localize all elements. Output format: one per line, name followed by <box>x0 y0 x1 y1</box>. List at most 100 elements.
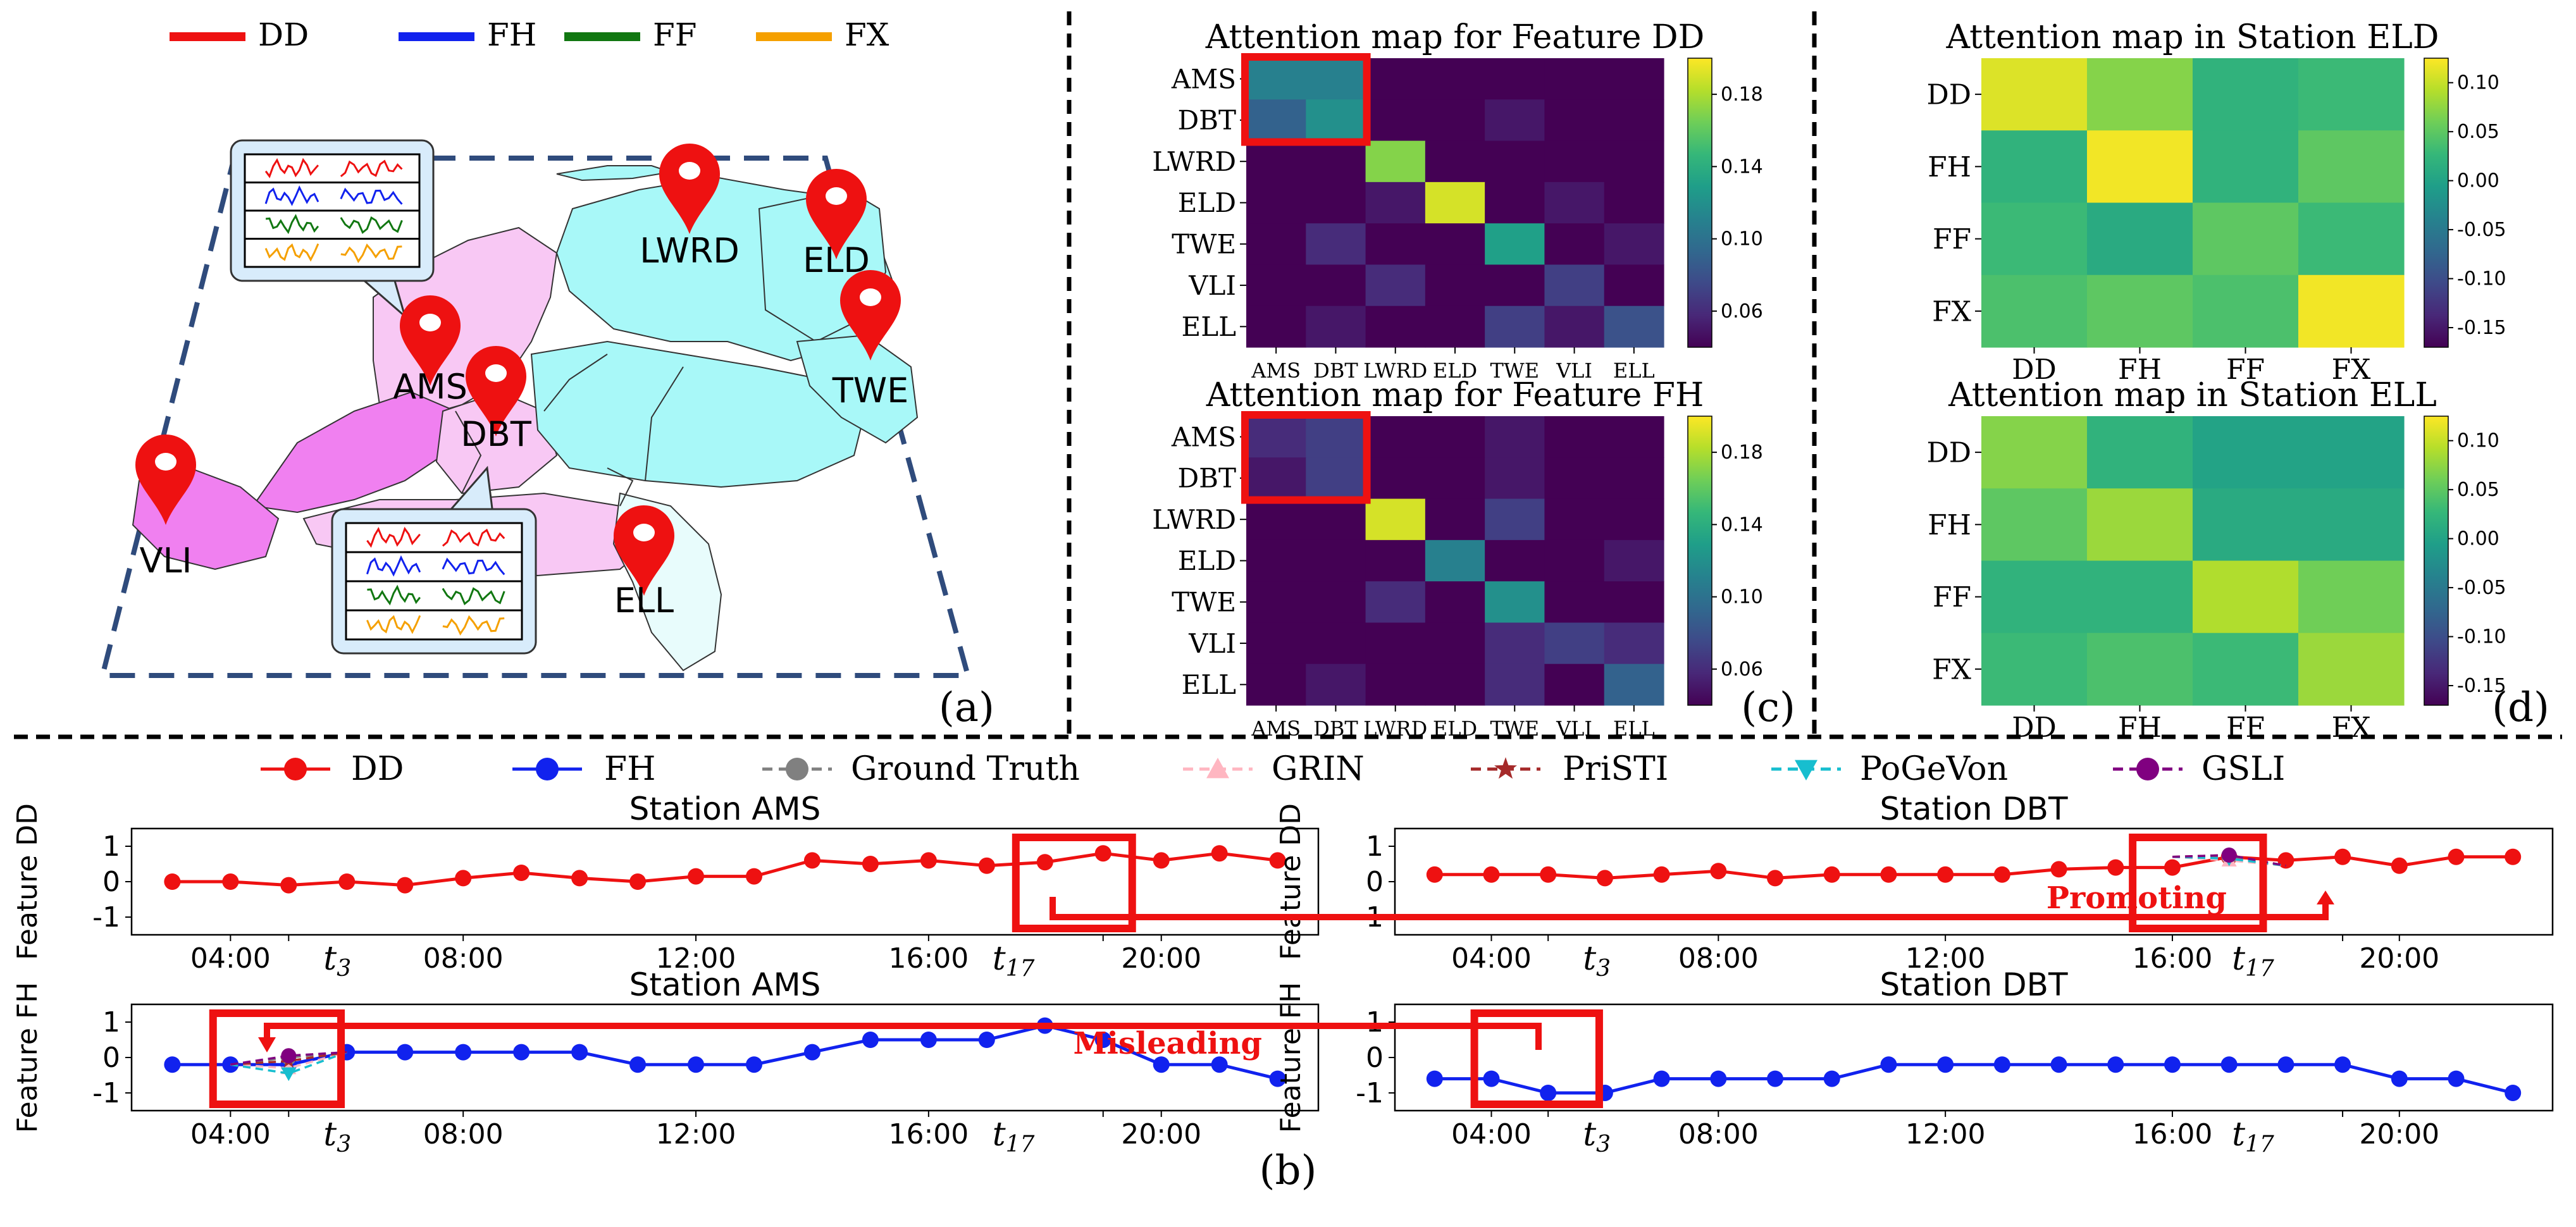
colorbar-tick-label: -0.15 <box>2457 675 2506 697</box>
heatmap-highlight-box <box>1241 53 1371 146</box>
heatmap-cell <box>1604 622 1664 665</box>
heatmap-row-label: ELD <box>1178 187 1236 218</box>
series-point-dd <box>1426 866 1443 883</box>
legend-label-fh: FH <box>487 16 536 53</box>
heatmap-cell <box>1485 99 1545 142</box>
heatmap-cell <box>1306 58 1366 100</box>
heatmap-cell <box>1485 663 1545 706</box>
series-point-dd <box>513 865 530 881</box>
legend-item-gsli: GSLI <box>2113 750 2285 788</box>
y-tick-label: 0 <box>102 866 120 898</box>
panel-label-b: (b) <box>1260 1147 1317 1194</box>
x-tick-label: 20:00 <box>2359 942 2439 975</box>
imputation-line-gsli <box>230 1051 347 1066</box>
callout-series-dd <box>340 159 403 178</box>
x-tick-t-label: t17 <box>2232 940 2274 982</box>
x-tick-label: 04:00 <box>1451 942 1532 975</box>
x-tick-label: 16:00 <box>888 942 969 975</box>
heatmap-cell <box>1306 416 1366 458</box>
series-point-dd <box>338 873 356 890</box>
series-point-dd <box>1993 866 2010 883</box>
y-axis-label: Feature FH <box>11 982 44 1133</box>
heatmap-col-label: FH <box>2118 354 2162 386</box>
series-point-dd <box>2391 857 2408 874</box>
heatmap-title: Attention map in Station ELL <box>1948 376 2437 414</box>
callout-series-fh <box>264 185 319 206</box>
heatmap-cell <box>1306 581 1366 624</box>
heatmap-cell <box>1544 540 1605 582</box>
heatmap-cell <box>1365 264 1426 307</box>
heatmap-row-label: ELL <box>1182 669 1236 700</box>
callout-series-ff <box>442 587 505 606</box>
t-subscript: 3 <box>1596 956 1611 982</box>
legend-label-fx: FX <box>845 16 889 53</box>
x-tick-label: 08:00 <box>1678 1118 1759 1150</box>
series-point-dd <box>920 852 937 869</box>
legend-item-ground-truth: Ground Truth <box>762 750 1080 788</box>
pin-hole <box>485 364 507 382</box>
heatmap-cell <box>2298 274 2405 348</box>
x-tick-t-label: t3 <box>323 940 351 982</box>
heatmap-cell <box>2193 416 2299 489</box>
map-border-line <box>455 410 482 494</box>
panel-separators <box>14 11 2562 739</box>
callout-series-fx <box>442 615 505 636</box>
colorbar-tick-label: 0.00 <box>2457 528 2499 550</box>
heatmap-cell <box>1425 305 1485 348</box>
series-point-fh <box>2164 1056 2181 1073</box>
heatmap-row-label: DD <box>1926 79 1971 111</box>
x-tick-label: 12:00 <box>1905 1118 1986 1150</box>
heatmap-cell <box>1425 99 1485 142</box>
heatmap-d-1: Attention map in Station ELD DD FH FF FX DD FH… <box>1926 18 2506 386</box>
heatmap-cell <box>2193 632 2299 706</box>
station-pin-lwrd: LWRD <box>640 144 740 271</box>
series-point-fh <box>1937 1056 1954 1073</box>
x-tick-label: 12:00 <box>1905 942 1986 975</box>
x-tick-t-label: t3 <box>1583 1116 1611 1157</box>
heatmap-col-label: DBT <box>1313 717 1358 741</box>
heatmap-cell <box>2193 58 2299 131</box>
pin-marker-icon <box>840 270 901 361</box>
series-point-fh <box>978 1032 995 1048</box>
heatmap-cell <box>1604 498 1664 541</box>
callout-series-ff <box>340 216 403 234</box>
heatmap-row-label: DBT <box>1177 105 1236 136</box>
series-point-fh <box>1653 1070 1670 1087</box>
callout-series-ff <box>367 584 421 606</box>
colorbar-tick-label: 0.14 <box>1721 514 1763 536</box>
series-point-dd <box>2164 859 2181 876</box>
heatmap-cell <box>1544 99 1605 142</box>
series-point-fh <box>2505 1085 2522 1101</box>
series-point-dd <box>2505 848 2522 865</box>
station-label-ams: AMS <box>393 367 468 407</box>
heatmap-cell <box>1246 663 1306 706</box>
x-tick-label: 12:00 <box>656 942 736 975</box>
x-tick-t-label: t3 <box>1583 940 1611 982</box>
colorbar-tick-label: 0.10 <box>2457 72 2499 94</box>
station-pin-ell: ELL <box>614 505 674 620</box>
series-point-dd <box>2107 859 2124 876</box>
x-tick-t-label: t17 <box>2232 1116 2274 1157</box>
heatmap-cell <box>1544 140 1605 183</box>
heatmap-row-label: AMS <box>1171 63 1236 94</box>
colorbar-tick-label: 0.10 <box>1721 228 1763 250</box>
imputation-line-pristi <box>230 1051 347 1066</box>
heatmap-highlight-box <box>1241 411 1371 504</box>
imputation-line-pogevon <box>230 1051 347 1075</box>
series-point-fh <box>1426 1070 1443 1087</box>
series-point-fh <box>2334 1056 2351 1073</box>
line-chart-1: Station AMS Feature DD 10-1 04:00 08:00 12:00… <box>11 791 1320 982</box>
legend-item-dd: DD <box>261 750 404 788</box>
x-tick-label: 04:00 <box>190 1118 271 1150</box>
t-subscript: 3 <box>337 1131 351 1157</box>
heatmap-cell <box>1246 99 1306 142</box>
heatmap-cell <box>1604 581 1664 624</box>
heatmap-row-label: LWRD <box>1152 504 1236 535</box>
pin-hole <box>419 314 441 331</box>
heatmap-col-label: ELD <box>1433 717 1477 741</box>
heatmap-cell <box>1365 540 1426 582</box>
station-pin-vli: VLI <box>135 435 196 581</box>
y-tick-label: 1 <box>1366 1006 1384 1039</box>
pin-marker-icon <box>135 435 196 525</box>
